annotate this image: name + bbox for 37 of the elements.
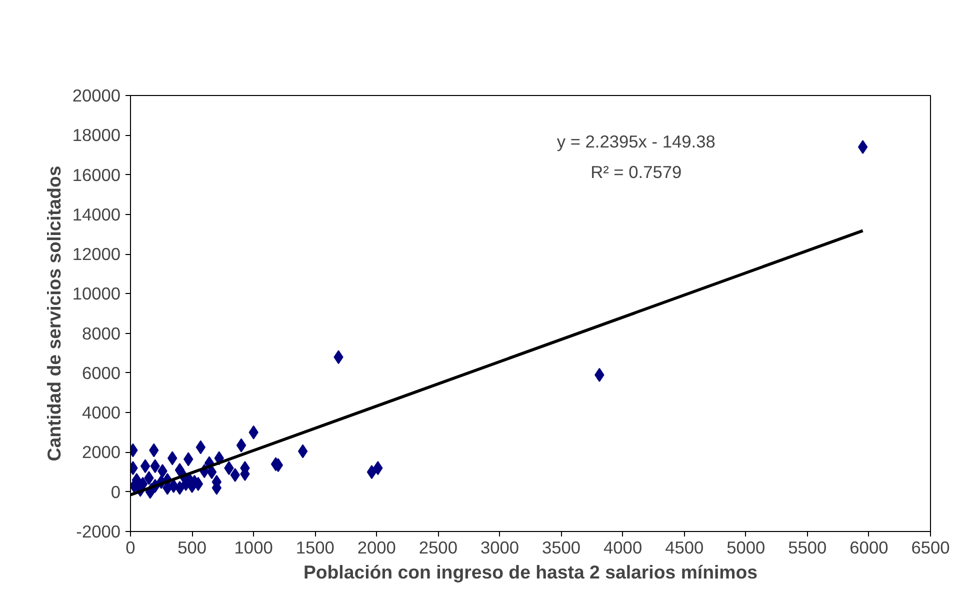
y-tick-label: 10000 — [72, 284, 120, 304]
x-tick-label: 1500 — [296, 538, 334, 558]
y-tick-label: 20000 — [72, 86, 120, 106]
y-tick-label: 2000 — [82, 442, 121, 462]
point — [174, 480, 185, 495]
x-tick-label: 500 — [178, 538, 207, 558]
x-tick-label: 2500 — [418, 538, 458, 558]
x-tick-label: 4000 — [604, 538, 642, 558]
x-tick-label: 2000 — [357, 538, 396, 558]
y-tick-label: 14000 — [72, 204, 120, 224]
x-tick-label: 4500 — [665, 538, 704, 558]
y-tick-label: -2000 — [76, 522, 121, 542]
x-tick-label: 6500 — [911, 538, 950, 558]
y-tick-label: 4000 — [82, 402, 121, 423]
x-tick-label: 0 — [126, 538, 136, 558]
point — [366, 465, 377, 480]
x-tick-label: 3500 — [542, 538, 581, 558]
x-tick-label: 3000 — [480, 538, 520, 558]
y-tick-label: 18000 — [72, 125, 120, 146]
x-axis-title: Población con ingreso de hasta 2 salarios mínimos — [303, 562, 758, 582]
y-tick-label: 12000 — [72, 244, 120, 264]
y-axis-title: Cantidad de servicios solicitados — [43, 166, 64, 462]
y-tick-label: 16000 — [72, 164, 120, 185]
point — [206, 465, 217, 480]
y-tick-label: 8000 — [82, 323, 121, 344]
point — [236, 438, 246, 452]
point — [298, 444, 308, 458]
y-tick-label: 0 — [110, 482, 121, 502]
annotation: y = 2.2395x - 149.38 — [556, 131, 716, 152]
x-tick-label: 1000 — [234, 538, 273, 558]
point — [140, 459, 150, 474]
x-tick-label: 6000 — [850, 538, 888, 558]
annotation: R² = 0.7579 — [590, 162, 682, 182]
x-tick-label: 5000 — [726, 538, 766, 558]
y-tick-label: 6000 — [82, 362, 121, 383]
x-tick-label: 5500 — [788, 538, 827, 558]
point — [858, 140, 868, 154]
